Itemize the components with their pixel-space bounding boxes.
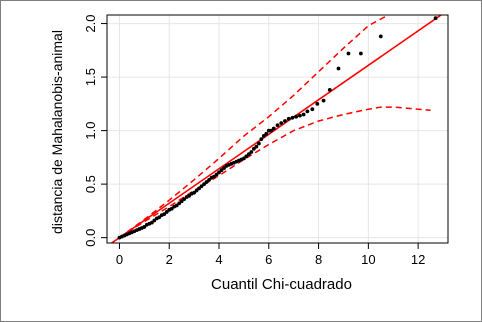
data-point <box>164 210 169 214</box>
data-point <box>246 152 251 157</box>
data-point <box>321 98 326 103</box>
y-tick-label: 1.5 <box>83 68 98 86</box>
data-point <box>433 16 438 21</box>
data-point <box>259 137 264 142</box>
data-point <box>182 197 187 202</box>
data-point <box>157 215 162 220</box>
data-point <box>169 206 174 211</box>
x-tick-label: 6 <box>265 252 272 267</box>
data-point <box>212 174 216 179</box>
data-point <box>256 141 261 146</box>
data-point <box>202 182 206 187</box>
data-point <box>336 66 341 71</box>
data-point <box>327 88 332 92</box>
data-point <box>279 121 284 126</box>
data-point <box>199 184 204 189</box>
data-point <box>192 190 197 195</box>
data-point <box>244 154 249 159</box>
x-tick-label: 2 <box>166 252 173 267</box>
envelope-layer <box>118 15 431 239</box>
y-axis: 0.0 0.5 1.0 1.5 2.0 <box>83 15 107 247</box>
data-point <box>197 186 201 191</box>
data-point <box>286 116 291 121</box>
y-tick-label: 0.5 <box>83 175 98 193</box>
data-point <box>358 51 363 56</box>
x-tick-label: 12 <box>411 252 425 267</box>
data-point <box>152 218 157 223</box>
data-point <box>294 114 299 119</box>
points-layer <box>117 16 438 240</box>
x-tick-label: 0 <box>116 252 123 267</box>
data-point <box>249 150 254 154</box>
data-point <box>222 166 226 170</box>
data-point <box>310 107 315 112</box>
data-point <box>251 146 256 151</box>
data-point <box>217 170 221 175</box>
lower-envelope-line <box>118 106 431 239</box>
data-point <box>219 168 224 173</box>
data-point <box>271 126 276 131</box>
data-point <box>162 212 167 216</box>
y-axis-title: distancia de Mahalanobis-animal <box>49 30 65 234</box>
data-point <box>283 119 287 123</box>
x-tick-label: 4 <box>215 252 222 267</box>
x-axis-title: Cuantil Chi-cuadrado <box>211 276 352 293</box>
data-point <box>298 113 302 118</box>
reference-line <box>110 15 443 243</box>
data-point <box>241 156 246 161</box>
reference-layer <box>110 15 443 243</box>
data-point <box>149 220 154 225</box>
data-point <box>261 134 266 138</box>
data-point <box>301 112 306 117</box>
y-tick-label: 0.0 <box>83 229 98 247</box>
data-point <box>315 101 320 106</box>
data-point <box>187 194 192 198</box>
data-point <box>264 131 269 136</box>
data-point <box>290 115 295 120</box>
grid-layer <box>107 15 448 243</box>
x-tick-label: 8 <box>315 252 322 267</box>
data-point <box>179 199 184 204</box>
data-point <box>254 144 259 149</box>
data-point <box>214 172 219 177</box>
data-point <box>378 34 383 39</box>
x-tick-label: 10 <box>361 252 375 267</box>
plot-area-border <box>106 14 449 244</box>
data-point <box>177 201 182 206</box>
y-tick-label: 2.0 <box>83 15 98 33</box>
data-point <box>204 180 209 184</box>
data-point <box>275 123 280 128</box>
data-point <box>346 51 351 56</box>
data-point <box>269 128 274 133</box>
data-point <box>207 177 211 182</box>
data-point <box>305 109 310 114</box>
data-point <box>194 188 199 193</box>
data-point <box>142 225 147 229</box>
upper-envelope-line <box>118 15 389 239</box>
x-axis: 0 2 4 6 8 10 12 <box>116 243 425 267</box>
data-point <box>174 203 179 208</box>
y-tick-label: 1.0 <box>83 122 98 140</box>
